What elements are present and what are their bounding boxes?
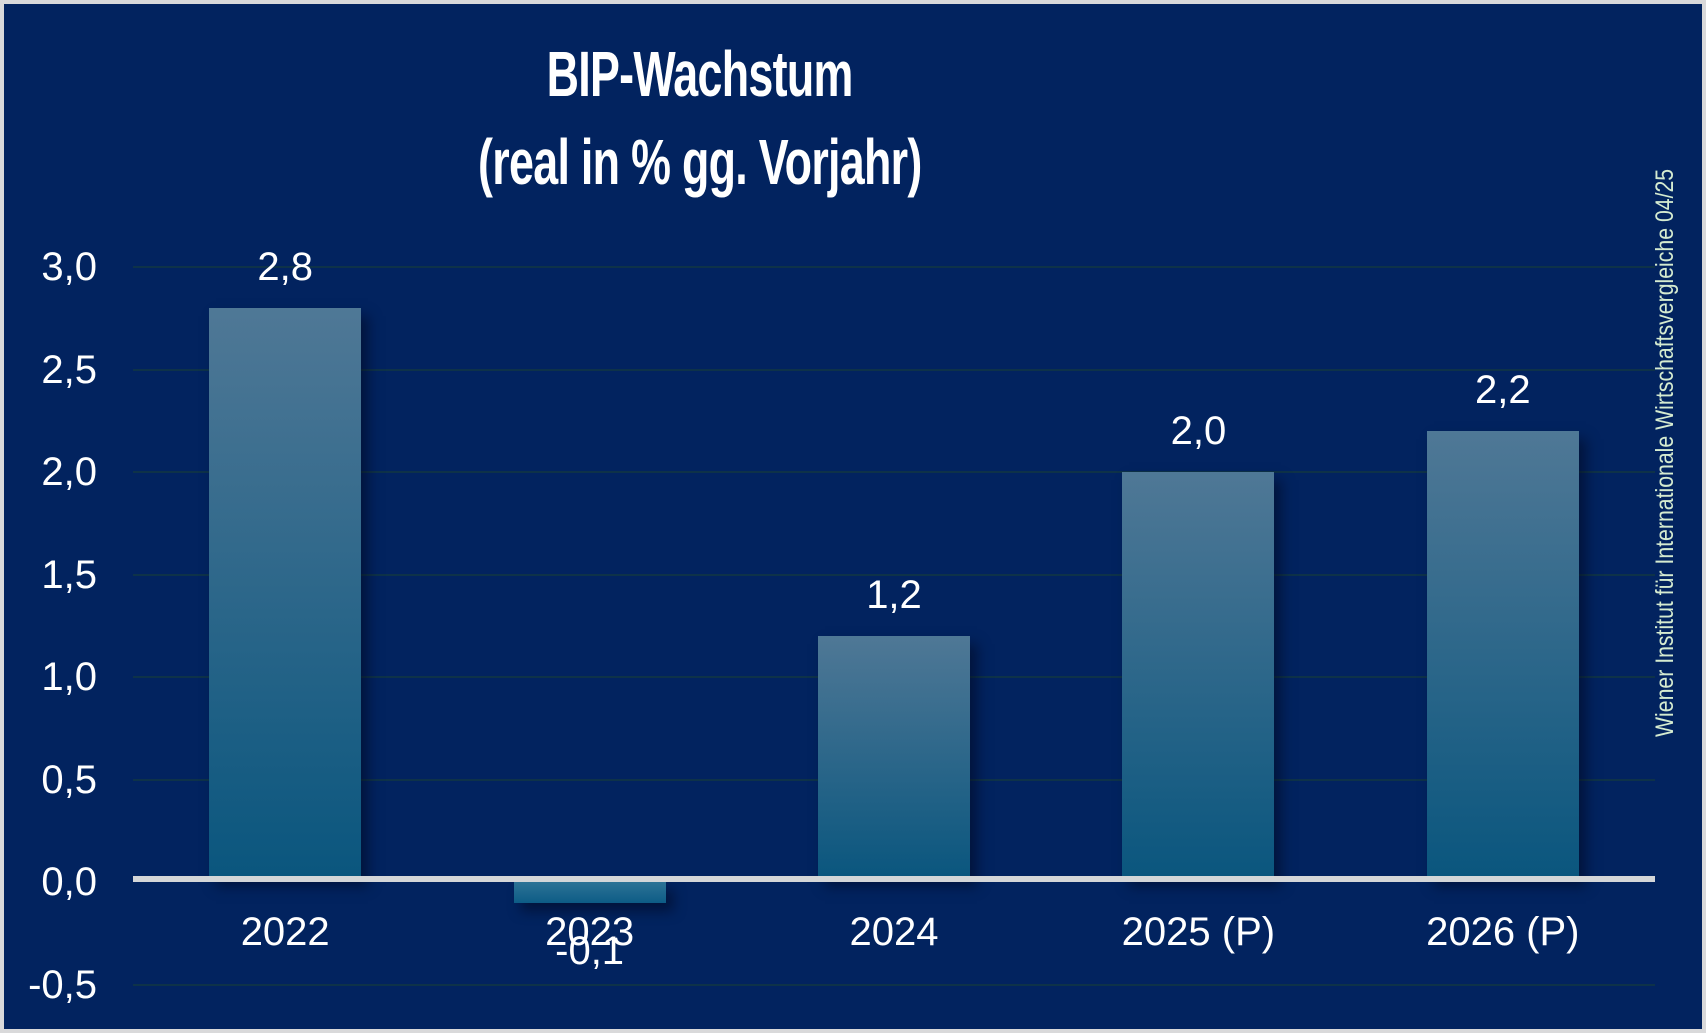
- x-axis-label: 2022: [240, 910, 330, 954]
- y-axis-label: 2,0: [41, 450, 97, 494]
- gridline: [133, 368, 1655, 371]
- bar-2026P: [1426, 431, 1579, 878]
- bar-2024: [818, 636, 970, 878]
- x-axis-label: 2023: [545, 910, 635, 954]
- bar-2025P: [1122, 472, 1275, 878]
- y-axis-label: 1,5: [41, 552, 97, 597]
- y-axis-label: -0,5: [28, 962, 97, 1007]
- gridline: [133, 266, 1655, 268]
- chart-title: BIP-Wachstum: [546, 38, 854, 110]
- x-axis-label: 2024: [849, 910, 939, 954]
- x-axis-label: 2026 (P): [1426, 910, 1580, 954]
- value-label: 2,0: [1170, 409, 1227, 453]
- x-axis-label: 2025 (P): [1121, 910, 1276, 954]
- zero-axis-line: [133, 876, 1655, 882]
- source-note: Wiener Institut für Internationale Wirts…: [1651, 168, 1679, 738]
- chart-title-block: BIP-Wachstum (real in % gg. Vorjahr): [0, 30, 1400, 206]
- gridline: [133, 573, 1655, 576]
- y-axis-label: 0,5: [41, 757, 97, 802]
- value-label: 1,2: [866, 573, 922, 617]
- bar-2022: [209, 308, 362, 878]
- y-axis-label: 3,0: [41, 245, 97, 289]
- chart-subtitle: (real in % gg. Vorjahr): [478, 126, 922, 198]
- value-label: -0,1: [555, 928, 625, 973]
- bar-2023: [513, 882, 666, 903]
- y-axis-label: 0,0: [41, 860, 97, 904]
- gridline: [133, 471, 1655, 473]
- y-axis-label: 2,5: [41, 347, 97, 392]
- value-label: 2,8: [257, 245, 313, 289]
- value-label: 2,2: [1474, 368, 1531, 412]
- y-axis-label: 1,0: [41, 655, 97, 699]
- gridline: [133, 983, 1655, 986]
